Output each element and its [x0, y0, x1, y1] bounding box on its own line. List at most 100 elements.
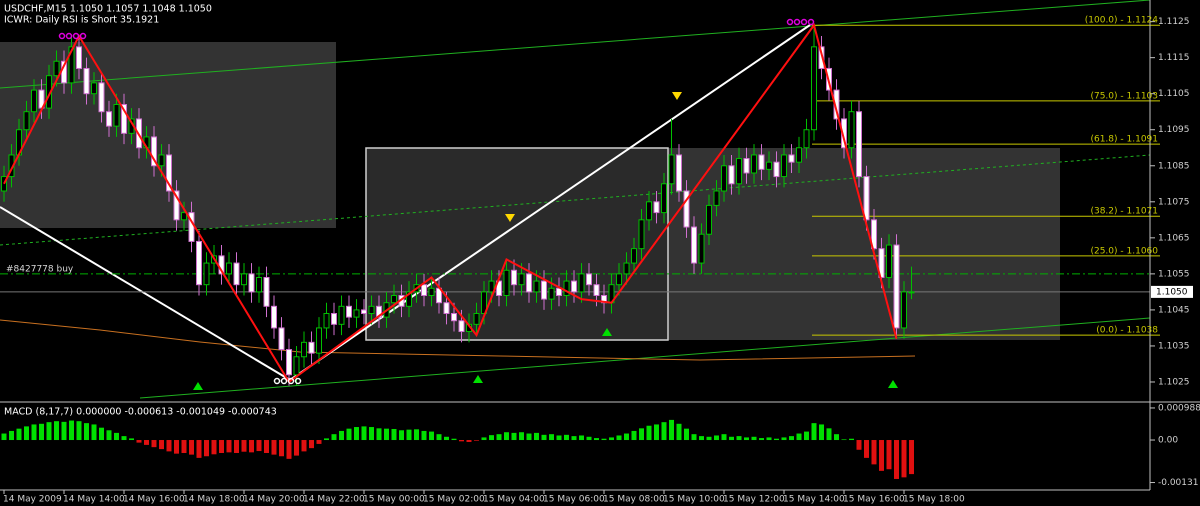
trend-line	[0, 0, 1151, 89]
macd-bar	[594, 438, 599, 441]
y-tick-label: 1.1035	[1158, 341, 1190, 351]
session-box	[0, 42, 336, 228]
macd-bar	[144, 440, 149, 445]
macd-bar	[46, 422, 52, 441]
macd-bar	[789, 436, 794, 441]
macd-bar	[316, 440, 322, 444]
candle-body	[728, 165, 735, 185]
macd-bar	[421, 430, 427, 441]
candle-body	[796, 147, 802, 163]
candle-body	[473, 313, 480, 325]
candle-body	[286, 349, 292, 376]
macd-bar	[646, 425, 652, 441]
candle-body	[98, 82, 105, 113]
macd-bar	[106, 430, 112, 441]
macd-bar	[151, 440, 157, 448]
buy-arrow	[473, 375, 483, 383]
candle-body	[151, 136, 157, 167]
candle-body	[196, 240, 202, 286]
macd-bar	[309, 440, 314, 449]
macd-bar	[384, 428, 389, 441]
fib-label: (61.8) - 1.1091	[1090, 135, 1158, 145]
candle-body	[586, 273, 592, 286]
candle-body	[451, 313, 457, 322]
macd-bar	[174, 440, 179, 454]
macd-bar	[451, 438, 457, 441]
macd-bar	[774, 438, 779, 441]
macd-bar	[676, 423, 682, 441]
macd-bar	[556, 435, 562, 441]
y-tick-label: 1.1075	[1158, 197, 1190, 207]
macd-bar	[286, 440, 292, 459]
buy-arrow	[193, 382, 203, 390]
macd-bar	[519, 432, 524, 441]
x-tick-label: 15 May 04:00	[483, 495, 545, 505]
pattern-line	[0, 206, 291, 381]
macd-bar	[609, 437, 614, 441]
candle-body	[593, 284, 600, 296]
candle-body	[428, 287, 435, 296]
candle-body	[683, 190, 690, 228]
macd-bar	[699, 436, 704, 441]
macd-bar	[204, 440, 209, 457]
candle-body	[106, 111, 112, 127]
macd-bar	[264, 440, 269, 454]
fib-label: (75.0) - 1.1103	[1090, 91, 1158, 101]
chart-subtitle: ICWR: Daily RSI is Short 35.1921	[4, 15, 159, 26]
candle-body	[736, 158, 742, 185]
order-label: #8427778 buy	[6, 264, 74, 274]
candle-body	[361, 309, 367, 315]
candle-body	[121, 104, 127, 134]
candle-body	[263, 276, 270, 307]
moving-average	[0, 319, 916, 361]
candle-body	[803, 129, 810, 149]
fib-label: (38.2) - 1.1071	[1090, 207, 1158, 217]
candle-body	[781, 154, 787, 178]
candle-body	[68, 46, 75, 84]
candle-body	[623, 262, 630, 275]
range-box	[365, 147, 669, 341]
macd-bar	[714, 435, 719, 441]
macd-bar	[294, 440, 299, 456]
macd-bar	[76, 421, 82, 441]
macd-bar	[526, 433, 532, 441]
y-tick-label: -0.00131	[1158, 478, 1198, 488]
candle-body	[203, 262, 210, 286]
candle-body	[878, 248, 885, 278]
candle-body	[368, 305, 375, 315]
candle-body	[773, 161, 780, 178]
candle-body	[91, 82, 97, 95]
candle-body	[668, 154, 675, 185]
macd-bar	[136, 440, 142, 443]
candle-body	[676, 154, 682, 192]
macd-bar	[31, 424, 37, 441]
candle-body	[353, 309, 360, 318]
macd-bar	[271, 440, 277, 455]
candle-body	[503, 269, 510, 296]
macd-bar	[256, 440, 262, 452]
candle-body	[511, 269, 517, 286]
macd-bar	[706, 436, 712, 441]
signals	[58, 18, 898, 390]
macd-bar	[886, 440, 892, 470]
candle-body	[181, 212, 187, 221]
candle-body	[278, 327, 285, 351]
candle-body	[751, 154, 757, 174]
x-tick-label: 14 May 18:00	[183, 495, 245, 505]
macd-bar	[819, 424, 824, 441]
candle-body	[638, 219, 645, 250]
buy-arrow	[602, 328, 612, 336]
macd-bar	[466, 440, 472, 442]
macd-bar	[9, 430, 14, 441]
macd-bar	[226, 440, 232, 453]
candle-body	[743, 158, 750, 174]
macd-bar	[61, 421, 67, 441]
candle-body	[173, 190, 180, 221]
candle-body	[818, 46, 825, 69]
candle-body	[1, 176, 7, 192]
candle-body	[856, 111, 862, 178]
candle-body	[241, 273, 247, 286]
macd-bar	[436, 434, 442, 441]
candle-body	[53, 60, 60, 77]
